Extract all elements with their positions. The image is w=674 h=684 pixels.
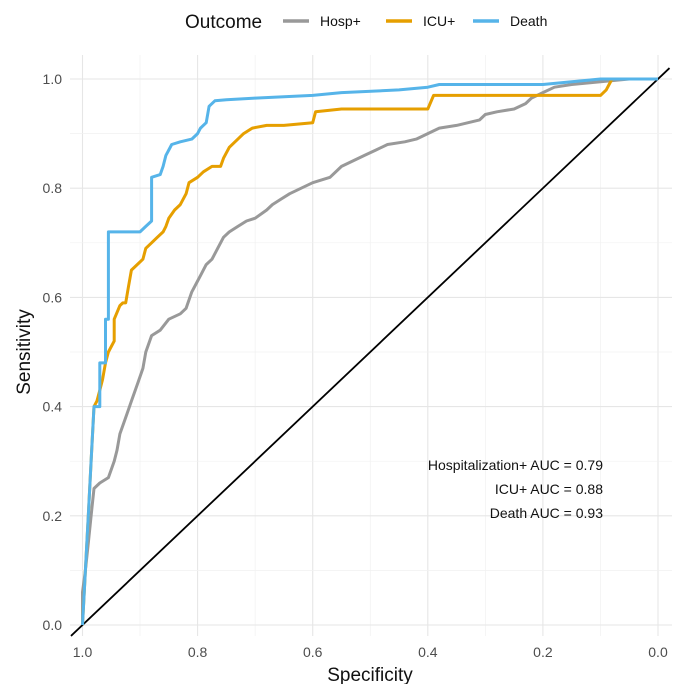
x-tick-label: 1.0 (73, 644, 93, 660)
y-axis-title: Sensitivity (14, 309, 35, 395)
reference-line (70, 67, 671, 637)
y-tick-label: 0.6 (43, 289, 63, 305)
roc-curve-death (81, 77, 658, 626)
x-tick-label: 0.6 (303, 644, 323, 660)
legend-title: Outcome (185, 12, 262, 33)
roc-curves (81, 77, 658, 626)
x-axis-title: Specificity (327, 665, 413, 684)
y-tick-label: 0.2 (43, 508, 63, 524)
roc-curve-hosp (81, 77, 658, 625)
auc-annotations: Hospitalization+ AUC = 0.79 ICU+ AUC = 0.… (428, 457, 603, 521)
reference-diagonal (70, 67, 671, 637)
y-tick-label: 0.4 (43, 399, 63, 415)
y-tick-label: 1.0 (43, 71, 63, 87)
x-tick-label: 0.8 (188, 644, 208, 660)
legend-label: Death (510, 13, 547, 29)
grid (70, 55, 672, 636)
auc-annotation: ICU+ AUC = 0.88 (495, 481, 603, 497)
legend-label: Hosp+ (320, 13, 361, 29)
x-tick-label: 0.4 (418, 644, 438, 660)
tick-labels: 1.0 0.8 0.6 0.4 0.2 0.0 0.0 0.2 0.4 0.6 0.8 1.0 (43, 71, 668, 660)
x-tick-label: 0.2 (533, 644, 553, 660)
auc-annotation: Hospitalization+ AUC = 0.79 (428, 457, 603, 473)
roc-curve-icu (81, 77, 658, 626)
legend-label: ICU+ (423, 13, 455, 29)
legend: Outcome Hosp+ ICU+ Death (185, 12, 547, 33)
x-tick-label: 0.0 (648, 644, 668, 660)
auc-annotation: Death AUC = 0.93 (490, 505, 603, 521)
y-tick-label: 0.8 (43, 180, 63, 196)
y-tick-label: 0.0 (43, 617, 63, 633)
